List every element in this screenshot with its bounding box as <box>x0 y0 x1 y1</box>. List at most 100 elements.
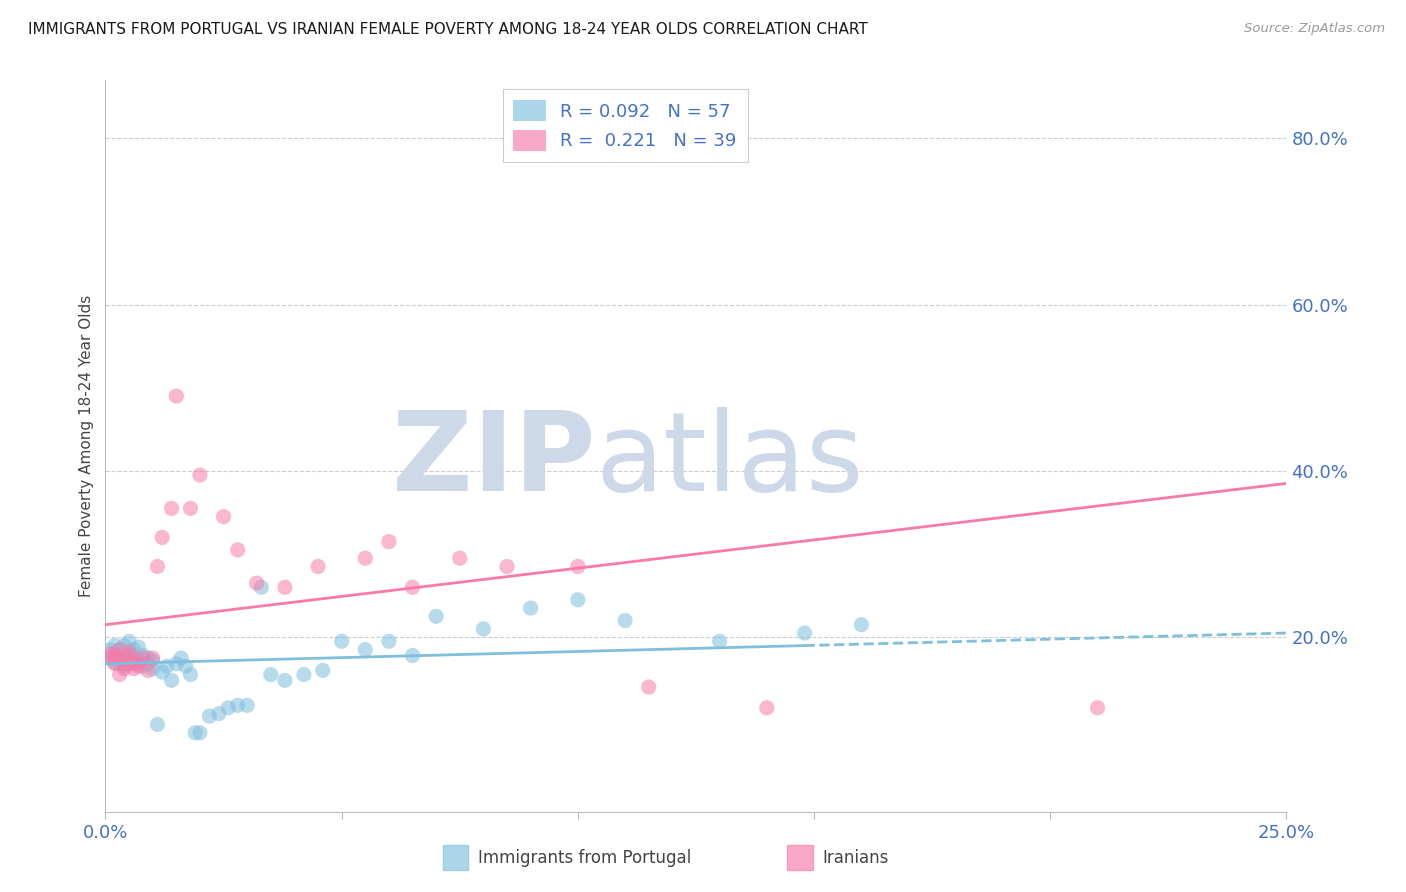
Point <box>118 645 141 659</box>
Point <box>567 559 589 574</box>
Point <box>449 551 471 566</box>
Point <box>184 725 207 739</box>
Point <box>425 609 447 624</box>
Text: ZIP: ZIP <box>392 407 596 514</box>
Point <box>146 717 169 731</box>
Point <box>128 657 150 671</box>
Point <box>104 648 127 663</box>
Point <box>260 667 283 681</box>
Point <box>98 651 121 665</box>
Point <box>378 634 401 648</box>
Point <box>142 651 165 665</box>
Point <box>198 709 221 723</box>
Point <box>378 534 401 549</box>
Point <box>108 657 131 671</box>
Point <box>246 576 269 591</box>
Point <box>108 642 131 657</box>
Legend: R = 0.092   N = 57, R =  0.221   N = 39: R = 0.092 N = 57, R = 0.221 N = 39 <box>502 89 748 161</box>
Point <box>122 642 145 657</box>
Point <box>98 647 121 661</box>
Point <box>208 706 231 721</box>
Point <box>142 662 165 676</box>
Point <box>150 530 173 544</box>
Point <box>104 647 127 661</box>
Point <box>226 542 249 557</box>
Point <box>136 651 159 665</box>
Point <box>132 651 155 665</box>
Point <box>118 634 141 648</box>
Point <box>212 509 235 524</box>
Point <box>274 673 297 688</box>
Point <box>160 673 183 688</box>
Point <box>112 653 135 667</box>
Point <box>142 653 165 667</box>
Point <box>188 468 211 483</box>
Point <box>1087 701 1109 715</box>
Text: Iranians: Iranians <box>823 849 889 867</box>
Point <box>150 665 173 679</box>
Point <box>851 617 873 632</box>
Point <box>122 653 145 667</box>
Text: IMMIGRANTS FROM PORTUGAL VS IRANIAN FEMALE POVERTY AMONG 18-24 YEAR OLDS CORRELA: IMMIGRANTS FROM PORTUGAL VS IRANIAN FEMA… <box>28 22 868 37</box>
Point <box>98 651 121 665</box>
Point <box>104 655 127 669</box>
Point <box>118 648 141 663</box>
Point <box>112 662 135 676</box>
Point <box>122 657 145 671</box>
Point <box>188 725 211 739</box>
Point <box>226 698 249 713</box>
Point <box>108 651 131 665</box>
Point <box>401 580 423 594</box>
Point <box>132 659 155 673</box>
Point <box>179 501 201 516</box>
Point <box>250 580 273 594</box>
Point <box>112 639 135 653</box>
Point <box>128 640 150 655</box>
Point <box>312 664 335 678</box>
Point <box>128 659 150 673</box>
Text: Source: ZipAtlas.com: Source: ZipAtlas.com <box>1244 22 1385 36</box>
Point <box>354 642 377 657</box>
Point <box>354 551 377 566</box>
Point <box>307 559 329 574</box>
Point <box>330 634 353 648</box>
Point <box>136 657 159 671</box>
Point <box>165 389 187 403</box>
Point <box>637 680 659 694</box>
Y-axis label: Female Poverty Among 18-24 Year Olds: Female Poverty Among 18-24 Year Olds <box>79 295 94 597</box>
Point <box>132 648 155 663</box>
Point <box>292 667 315 681</box>
Point <box>709 634 731 648</box>
Point <box>401 648 423 663</box>
Point <box>160 501 183 516</box>
Point <box>122 648 145 663</box>
Point <box>165 657 187 671</box>
Point <box>118 657 141 671</box>
Point <box>236 698 259 713</box>
Point <box>174 659 197 673</box>
Point <box>793 626 815 640</box>
Point <box>614 614 637 628</box>
Point <box>179 667 201 681</box>
Point <box>128 653 150 667</box>
Point <box>755 701 778 715</box>
Point <box>112 648 135 663</box>
Point <box>567 592 589 607</box>
Point <box>136 664 159 678</box>
Point <box>156 659 179 673</box>
Point <box>274 580 297 594</box>
Point <box>104 657 127 671</box>
Point <box>519 601 541 615</box>
Point <box>217 701 239 715</box>
Point <box>118 647 141 661</box>
Point <box>146 559 169 574</box>
Point <box>108 651 131 665</box>
Point <box>170 651 193 665</box>
Point <box>104 639 127 653</box>
Point <box>108 642 131 657</box>
Point <box>118 653 141 667</box>
Text: Immigrants from Portugal: Immigrants from Portugal <box>478 849 692 867</box>
Text: atlas: atlas <box>596 407 865 514</box>
Point <box>112 659 135 673</box>
Point <box>98 642 121 657</box>
